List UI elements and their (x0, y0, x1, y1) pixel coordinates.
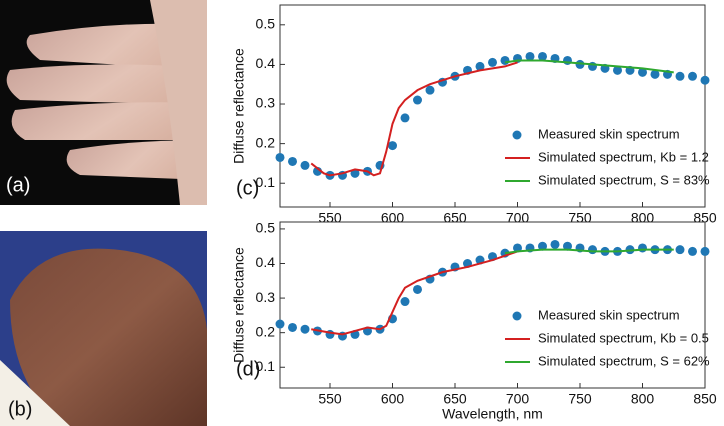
data-point (638, 67, 647, 77)
data-line (310, 61, 518, 177)
y-tick-label: 0.3 (256, 289, 276, 305)
data-point (413, 284, 422, 294)
data-point (475, 61, 485, 71)
y-tick-label: 0.2 (256, 323, 276, 339)
y-tick-label: 0.3 (256, 95, 276, 111)
x-tick-label: 700 (506, 210, 530, 226)
data-point (275, 152, 285, 162)
data-point (300, 160, 310, 170)
y-tick-label: 0.5 (256, 16, 276, 32)
y-tick-label: 0.1 (256, 358, 276, 374)
data-point (563, 241, 572, 251)
x-axis-title: Wavelength, nm (442, 406, 543, 422)
photo-a (0, 0, 208, 205)
data-point (675, 245, 685, 255)
y-tick-label: 0.4 (256, 55, 276, 71)
y-tick-label: 0.1 (256, 174, 276, 190)
x-tick-label: 800 (631, 391, 655, 407)
photo-b (0, 231, 207, 426)
y-axis-title: Diffuse reflectance (231, 247, 247, 363)
data-line (311, 250, 518, 336)
photo-label: (b) (8, 398, 32, 420)
data-line (504, 59, 674, 74)
x-tick-label: 550 (318, 210, 342, 226)
data-point (525, 51, 535, 61)
legend-label: Measured skin spectrum (538, 307, 680, 322)
data-point (538, 241, 547, 251)
photo-label: (a) (6, 174, 30, 196)
data-point (700, 75, 710, 85)
legend-label: Simulated spectrum, Kb = 0.5 (538, 330, 709, 345)
legend-marker (512, 130, 522, 140)
x-tick-label: 750 (568, 210, 592, 226)
plot-frame (279, 221, 706, 389)
x-tick-label: 650 (443, 210, 467, 226)
legend-label: Simulated spectrum, S = 83% (538, 172, 710, 187)
data-point (275, 319, 285, 329)
panel-label: (d) (236, 358, 260, 380)
data-point (550, 239, 560, 249)
x-tick-label: 650 (443, 391, 467, 407)
data-point (388, 141, 397, 151)
legend-label: Simulated spectrum, Kb = 1.2 (538, 149, 709, 164)
data-point (425, 85, 435, 95)
legend-label: Simulated spectrum, S = 62% (538, 353, 710, 368)
x-tick-label: 850 (693, 391, 717, 407)
data-point (638, 243, 647, 253)
data-point (400, 297, 410, 307)
data-point (288, 322, 297, 332)
y-tick-label: 0.2 (256, 134, 276, 150)
y-axis-title: Diffuse reflectance (231, 48, 247, 164)
panel-label: (c) (236, 177, 259, 199)
data-point (613, 65, 622, 75)
data-point (538, 51, 547, 61)
legend-marker (512, 311, 522, 321)
data-point (700, 246, 710, 256)
data-point (675, 71, 685, 81)
y-tick-label: 0.4 (256, 254, 276, 270)
x-tick-label: 800 (631, 210, 655, 226)
y-tick-label: 0.5 (256, 220, 276, 236)
x-tick-label: 550 (318, 391, 342, 407)
data-point (688, 71, 697, 81)
data-point (688, 246, 697, 256)
x-tick-label: 750 (568, 391, 592, 407)
data-line (504, 248, 674, 255)
data-point (300, 324, 310, 334)
data-point (288, 156, 297, 166)
data-point (488, 57, 497, 67)
plot-frame (279, 4, 706, 208)
data-point (650, 69, 660, 79)
data-point (513, 243, 522, 253)
x-tick-label: 700 (506, 391, 530, 407)
legend-label: Measured skin spectrum (538, 126, 680, 141)
data-point (500, 55, 510, 65)
data-point (400, 113, 410, 123)
data-point (413, 95, 422, 105)
x-tick-label: 600 (381, 391, 405, 407)
data-point (588, 245, 597, 255)
x-tick-label: 600 (381, 210, 405, 226)
